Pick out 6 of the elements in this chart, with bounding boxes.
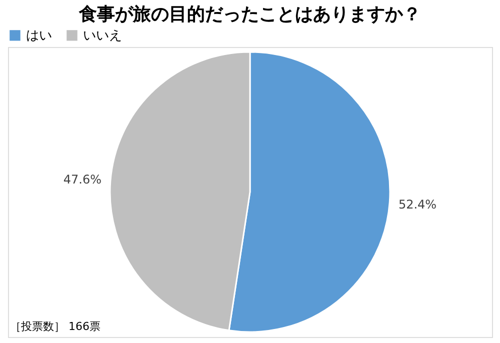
text: ［投票数］ 166票 [10, 320, 100, 333]
legend-label: はい [26, 28, 52, 44]
data-label: 47.6% [63, 172, 102, 186]
legend-label: いいえ [83, 28, 122, 44]
data-label: 52.4% [398, 198, 437, 212]
chart-title: 食事が旅の目的だったことはありますか？ [78, 4, 421, 25]
